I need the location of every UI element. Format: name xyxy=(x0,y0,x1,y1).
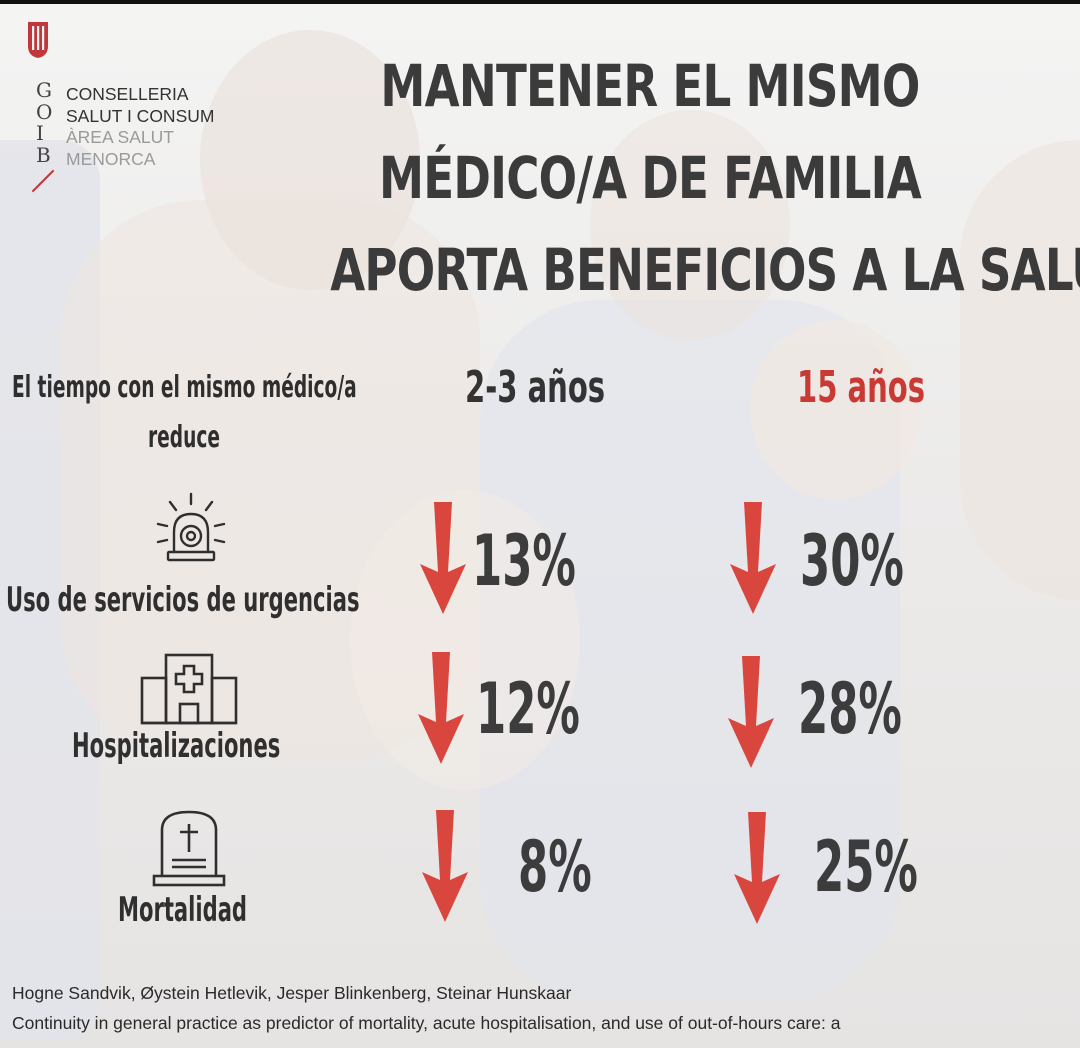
department-line: MENORCA xyxy=(66,148,156,169)
department-line: CONSELLERIA xyxy=(66,84,189,104)
column-header-short: 2-3 años xyxy=(465,362,606,413)
intro-text: El tiempo con el mismo médico/a xyxy=(12,370,357,405)
value-mortalidad-short: 8% xyxy=(518,826,592,908)
background-figure xyxy=(350,490,580,790)
top-border xyxy=(0,0,1080,4)
column-header-long: 15 años xyxy=(797,362,926,413)
gob-letter: G xyxy=(36,78,52,102)
department-name: CONSELLERIA SALUT I CONSUM ÀREA SALUT ME… xyxy=(66,84,214,170)
value-hospitalizaciones-short: 12% xyxy=(476,668,580,750)
down-arrow-icon xyxy=(734,812,780,924)
gob-letter: B xyxy=(36,142,51,167)
down-arrow-icon xyxy=(728,656,774,768)
gob-letter: I xyxy=(36,121,44,145)
department-line: SALUT I CONSUM xyxy=(66,105,215,126)
intro-text: reduce xyxy=(148,420,220,455)
value-urgencias-short: 13% xyxy=(472,520,576,602)
reference-title: Continuity in general practice as predic… xyxy=(12,1013,841,1033)
department-line: ÀREA SALUT xyxy=(66,127,174,147)
row-label-urgencias: Uso de servicios de urgencias xyxy=(6,580,360,620)
hospital-icon xyxy=(140,653,238,725)
gob-letters: G O I B xyxy=(36,78,53,167)
down-arrow-icon xyxy=(418,652,464,764)
ambulance-siren-icon xyxy=(156,492,226,562)
value-urgencias-long: 30% xyxy=(800,520,904,602)
main-title: MANTENER EL MISMO MÉDICO/A DE FAMILIA AP… xyxy=(330,40,1080,316)
row-label-mortalidad: Mortalidad xyxy=(118,890,248,930)
title-line: MÉDICO/A DE FAMILIA xyxy=(379,144,922,212)
row-label-hospitalizaciones: Hospitalizaciones xyxy=(72,726,281,766)
references: Hogne Sandvik, Øystein Hetlevik, Jesper … xyxy=(12,978,1080,1038)
background-figure xyxy=(200,30,420,290)
tombstone-icon xyxy=(152,810,226,887)
down-arrow-icon xyxy=(730,502,776,614)
down-arrow-icon xyxy=(422,810,468,922)
title-line: APORTA BENEFICIOS A LA SALUD xyxy=(330,236,1080,304)
value-mortalidad-long: 25% xyxy=(814,826,918,908)
gob-letter: O xyxy=(36,99,53,124)
background-figure xyxy=(750,320,920,500)
background-figure xyxy=(960,140,1080,600)
title-line: MANTENER EL MISMO xyxy=(380,52,920,120)
value-hospitalizaciones-long: 28% xyxy=(798,668,902,750)
down-arrow-icon xyxy=(420,502,466,614)
crest-icon xyxy=(28,22,48,58)
reference-authors: Hogne Sandvik, Øystein Hetlevik, Jesper … xyxy=(12,983,572,1003)
background-figure xyxy=(590,110,790,340)
